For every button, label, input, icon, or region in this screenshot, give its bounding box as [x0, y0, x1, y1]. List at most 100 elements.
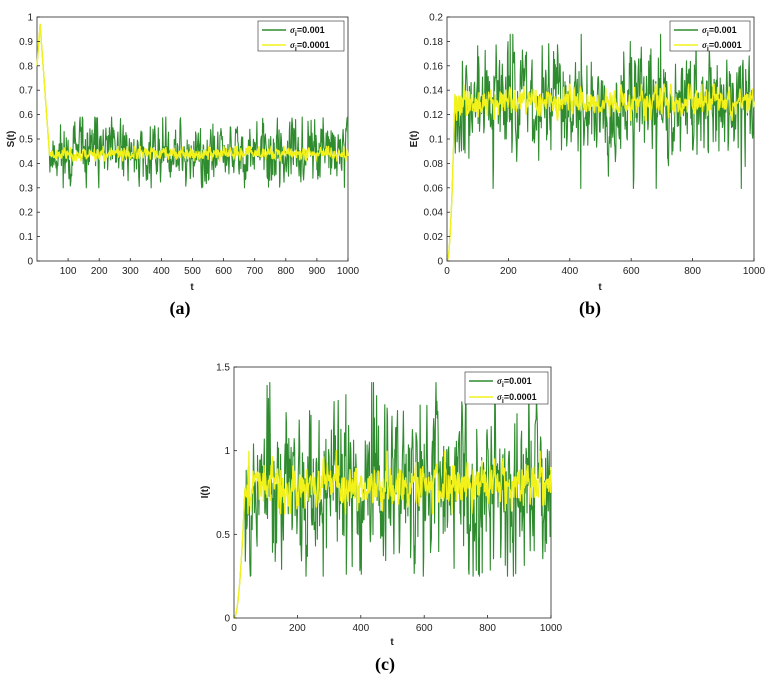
y-tick-label: 1.5	[216, 363, 230, 374]
series-line-sigma-0-0001	[446, 83, 755, 262]
x-tick-label: 400	[153, 266, 170, 277]
y-tick-label: 0.4	[19, 159, 33, 170]
legend-value: =0.0001	[504, 392, 537, 402]
legend-label: σi=0.0001	[290, 40, 330, 53]
x-tick-label: 200	[91, 266, 108, 277]
y-tick-label: 0.9	[19, 37, 33, 48]
series-line-sigma-0-0001	[233, 450, 552, 619]
legend-value: =0.001	[709, 25, 737, 35]
legend-subscript: i	[707, 46, 709, 53]
y-tick-label: 0.7	[19, 86, 33, 97]
y-tick-label: 0.5	[216, 530, 230, 541]
y-tick-label: 0.1	[429, 135, 443, 146]
x-tick-label: 200	[500, 266, 517, 277]
legend-label: σi=0.0001	[497, 392, 537, 405]
legend-label: σi=0.0001	[702, 40, 742, 53]
x-tick-label: 800	[277, 266, 294, 277]
panel-label-a: (a)	[170, 298, 191, 319]
y-tick-label: 0.5	[19, 135, 33, 146]
legend-subscript: i	[295, 46, 297, 53]
legend-sigma: σ	[497, 392, 503, 402]
x-tick-label: 600	[416, 623, 433, 634]
x-tick-label: 300	[122, 266, 139, 277]
y-tick-label: 0	[27, 257, 33, 268]
chart-b: 0 200 400 600 800 1000 0 0.02 0.04 0.06 0.08 0.1 0.1…	[409, 13, 766, 320]
legend-sigma: σ	[702, 25, 708, 35]
tick-group-c: 0 200 400 600 800 1000 0 0.5 1 1.5	[216, 363, 562, 635]
series-line-sigma-0-0001	[36, 23, 349, 162]
y-tick-label: 0	[224, 614, 230, 625]
x-tick-label: 900	[309, 266, 326, 277]
y-axis-label-b: E(t)	[409, 131, 420, 148]
series-group-c	[233, 379, 552, 619]
y-tick-label: 0.04	[424, 208, 444, 219]
legend-value: =0.0001	[709, 40, 742, 50]
y-tick-label: 0.06	[424, 183, 444, 194]
tick-group-a: 100 200 300 400 500 600 700 800 900 1000 0 0.1 0.2 0.…	[19, 13, 359, 278]
legend-subscript: i	[502, 398, 504, 405]
legend-value: =0.001	[504, 376, 532, 386]
y-tick-label: 0	[437, 257, 443, 268]
tick-group-b: 0 200 400 600 800 1000 0 0.02 0.04 0.06 0.08 0.1 0.1…	[424, 13, 766, 278]
legend-subscript: i	[707, 31, 709, 38]
x-tick-label: 600	[215, 266, 232, 277]
legend-box	[257, 20, 345, 52]
x-tick-label: 0	[444, 266, 450, 277]
y-tick-label: 1	[27, 13, 33, 24]
x-tick-label: 500	[184, 266, 201, 277]
x-tick-label: 200	[289, 623, 306, 634]
series-group-a	[36, 23, 349, 189]
y-tick-label: 0.16	[424, 61, 444, 72]
x-tick-label: 0	[231, 623, 237, 634]
legend-box	[464, 371, 549, 405]
panel-label-b: (b)	[579, 298, 601, 319]
x-axis-label-a: t	[190, 282, 194, 293]
x-tick-label: 400	[352, 623, 369, 634]
y-tick-label: 0.6	[19, 110, 33, 121]
legend-sigma: σ	[497, 376, 503, 386]
y-tick-label: 0.1	[19, 232, 33, 243]
legend-box	[669, 20, 751, 52]
x-tick-label: 1000	[337, 266, 360, 277]
y-tick-label: 1	[224, 446, 230, 457]
y-tick-label: 0.08	[424, 159, 444, 170]
y-axis-label-a: S(t)	[6, 131, 17, 148]
x-axis-label-b: t	[598, 282, 602, 293]
y-tick-label: 0.14	[424, 86, 444, 97]
legend-subscript: i	[295, 31, 297, 38]
chart-a: 100 200 300 400 500 600 700 800 900 1000 0 0.1 0.2 0.…	[6, 13, 360, 320]
y-tick-label: 0.18	[424, 37, 444, 48]
series-line-sigma-0-001	[233, 379, 552, 619]
x-axis-label-c: t	[390, 637, 394, 648]
y-tick-label: 0.8	[19, 61, 33, 72]
y-tick-label: 0.2	[429, 13, 443, 24]
x-tick-label: 400	[561, 266, 578, 277]
panel-label-c: (c)	[375, 654, 395, 675]
legend-sigma: σ	[290, 40, 296, 50]
x-tick-label: 700	[246, 266, 263, 277]
x-tick-label: 100	[60, 266, 77, 277]
x-tick-label: 600	[623, 266, 640, 277]
x-tick-label: 800	[684, 266, 701, 277]
legend-label: σi=0.001	[702, 25, 737, 38]
legend-value: =0.0001	[297, 40, 330, 50]
plot-frame-b	[446, 16, 755, 262]
legend-sigma: σ	[702, 40, 708, 50]
series-group-b	[446, 33, 755, 262]
legend-label: σi=0.001	[290, 25, 325, 38]
legend-value: =0.001	[297, 25, 325, 35]
y-axis-label-c: I(t)	[200, 486, 211, 499]
y-tick-label: 0.02	[424, 232, 444, 243]
y-tick-label: 0.2	[19, 208, 33, 219]
x-tick-label: 1000	[743, 266, 766, 277]
y-tick-label: 0.3	[19, 183, 33, 194]
legend-sigma: σ	[290, 25, 296, 35]
legend-subscript: i	[502, 382, 504, 389]
x-tick-label: 800	[479, 623, 496, 634]
legend-label: σi=0.001	[497, 376, 532, 389]
